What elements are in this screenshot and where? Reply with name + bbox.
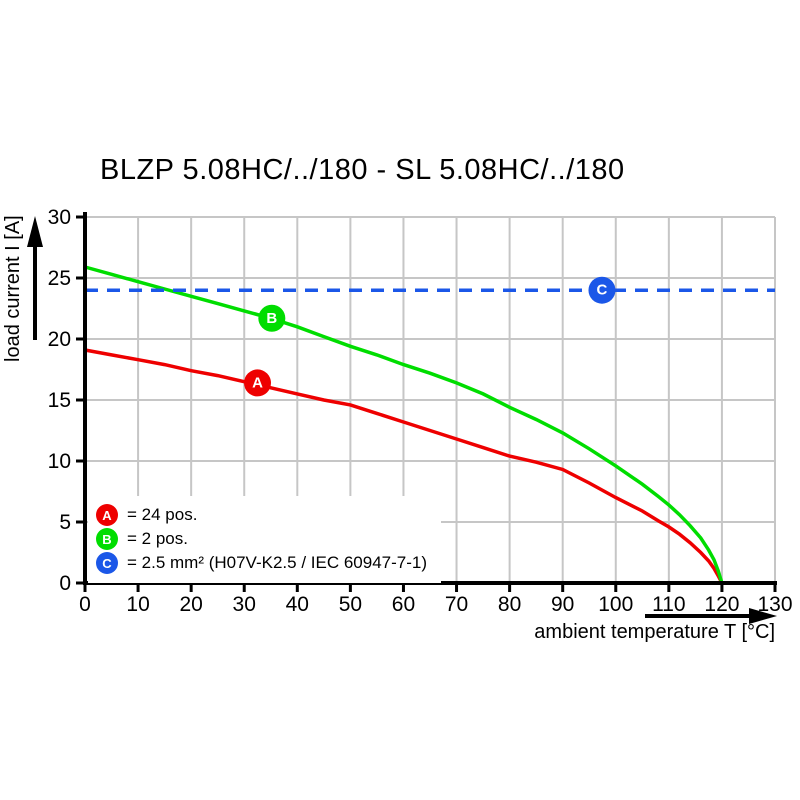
legend-label-b: = 2 pos. (127, 529, 188, 548)
y-tick-label: 5 (59, 511, 71, 534)
series-a-badge-icon: A (96, 504, 118, 526)
y-tick-label: 10 (48, 450, 71, 473)
curve-marker-letter: A (252, 374, 263, 391)
curve-marker-letter: C (597, 282, 608, 299)
y-tick-label: 30 (48, 206, 71, 229)
x-tick-label: 20 (179, 593, 202, 616)
series-b-badge-icon: B (96, 528, 118, 550)
x-tick-label: 50 (339, 593, 362, 616)
x-tick-label: 80 (498, 593, 521, 616)
x-tick-label: 100 (598, 593, 633, 616)
legend: A = 24 pos. B = 2 pos. C = 2.5 mm² (H07V… (88, 496, 441, 583)
x-tick-label: 10 (126, 593, 149, 616)
legend-item-a: A = 24 pos. (96, 503, 427, 527)
legend-label-c: = 2.5 mm² (H07V-K2.5 / IEC 60947-7-1) (127, 553, 427, 572)
y-axis-arrowhead-icon (27, 216, 43, 247)
legend-item-b: B = 2 pos. (96, 527, 427, 551)
curve-marker-b: B (258, 304, 286, 332)
x-tick-label: 40 (286, 593, 309, 616)
x-tick-label: 130 (757, 593, 792, 616)
y-tick-label: 20 (48, 328, 71, 351)
x-tick-label: 110 (652, 593, 685, 616)
x-axis-label: ambient temperature T [°C] (534, 621, 775, 643)
x-tick-label: 30 (233, 593, 256, 616)
y-tick-label: 15 (48, 389, 71, 412)
curve-marker-c: C (588, 276, 616, 304)
series-c-badge-icon: C (96, 552, 118, 574)
y-tick-label: 0 (59, 572, 71, 595)
x-tick-label: 60 (392, 593, 415, 616)
y-tick-label: 25 (48, 267, 71, 290)
curve-marker-a: A (244, 369, 271, 397)
x-axis-arrowhead-icon (749, 608, 777, 624)
series-curve-a (84, 348, 724, 584)
chart-title: BLZP 5.08HC/../180 - SL 5.08HC/../180 (100, 154, 625, 186)
legend-label-a: = 24 pos. (127, 505, 198, 524)
curve-marker-letter: B (266, 310, 277, 327)
x-tick-label: 0 (79, 593, 91, 616)
series-curve-b (84, 265, 724, 584)
x-tick-label: 70 (445, 593, 468, 616)
x-tick-label: 90 (551, 593, 574, 616)
legend-item-c: C = 2.5 mm² (H07V-K2.5 / IEC 60947-7-1) (96, 551, 427, 575)
x-tick-label: 120 (704, 593, 739, 616)
